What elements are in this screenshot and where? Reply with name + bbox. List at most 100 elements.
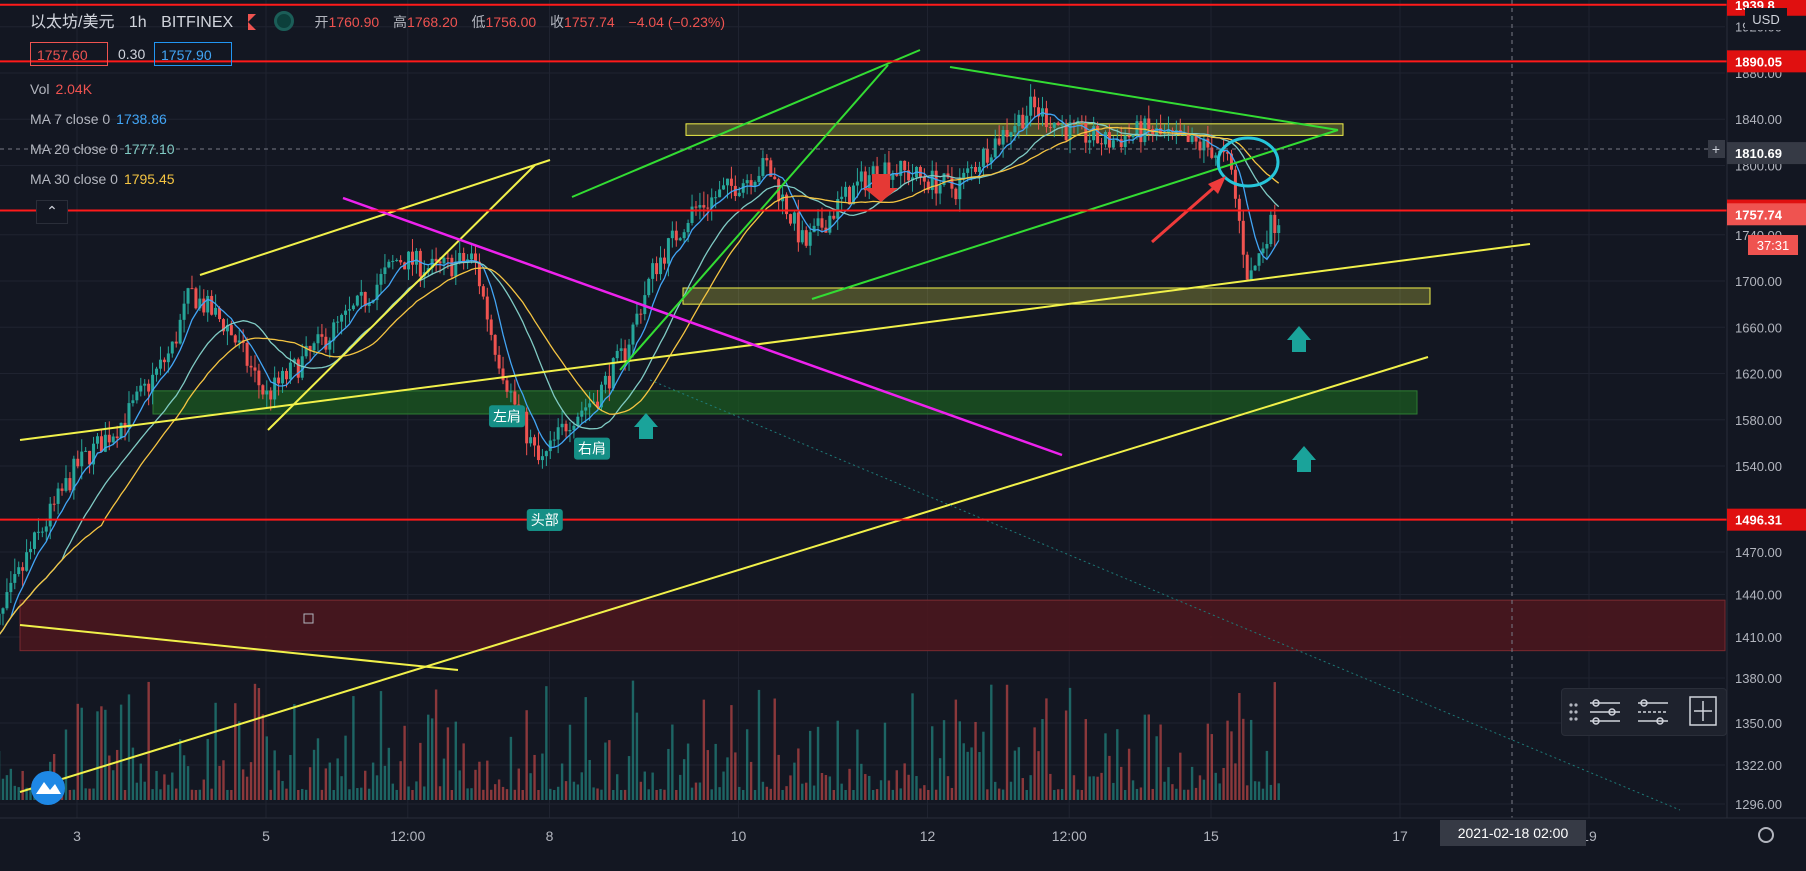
volume-bar	[848, 768, 851, 800]
volume-legend[interactable]: Vol 2.04K	[30, 81, 93, 97]
candle	[32, 532, 36, 549]
candle	[182, 303, 186, 320]
volume-bar	[824, 775, 828, 800]
candle	[536, 445, 540, 461]
ohlc-values: 开1760.90 高1768.20 低1756.00 收1757.74 −4.0…	[314, 14, 726, 30]
volume-bar	[505, 789, 509, 800]
volume-bar	[950, 787, 954, 800]
volume-bar	[856, 729, 859, 800]
price-label: 1890.05	[1735, 54, 1782, 69]
volume-bar	[509, 736, 513, 800]
candle	[5, 592, 9, 609]
candle	[237, 340, 241, 343]
candle	[859, 171, 863, 182]
volume-bar	[178, 739, 182, 800]
volume-bar	[1013, 750, 1017, 800]
volume-bar	[427, 714, 430, 800]
candle	[761, 158, 765, 176]
candle	[1253, 265, 1257, 271]
candle	[210, 295, 214, 315]
candle	[867, 175, 871, 191]
volume-bar	[879, 780, 883, 800]
candle	[1068, 122, 1072, 141]
volume-bar	[486, 760, 489, 800]
volume-bar	[163, 774, 166, 800]
volume-bar	[553, 789, 556, 800]
candle	[324, 336, 328, 350]
candle	[769, 160, 773, 177]
volume-bar	[828, 776, 832, 800]
volume-bar	[182, 755, 186, 800]
volume-bar	[690, 787, 694, 800]
candle	[1044, 108, 1048, 128]
volume-bar	[324, 768, 328, 800]
volume-bar	[68, 789, 72, 800]
price-label: 1496.31	[1735, 513, 1782, 528]
volume-bar	[147, 681, 150, 800]
volume-bar	[285, 788, 288, 800]
magenta-downtrend	[342, 196, 1063, 457]
candle	[1245, 254, 1249, 280]
candle	[1013, 126, 1017, 133]
ma7-legend[interactable]: MA 7 close 0 1738.86	[30, 111, 167, 127]
bid-button[interactable]: 1757.60	[30, 42, 108, 66]
candle	[1265, 244, 1269, 249]
candle	[84, 450, 88, 452]
volume-bar	[560, 763, 564, 800]
candle	[997, 138, 1001, 145]
time-tick-label: 5	[262, 828, 270, 844]
volume-bar	[234, 703, 237, 800]
ma30-legend[interactable]: MA 30 close 0 1795.45	[30, 171, 175, 187]
candle	[552, 439, 556, 441]
candle	[993, 138, 997, 158]
volume-bars	[0, 680, 1280, 800]
candle	[253, 367, 257, 371]
volume-bar	[761, 781, 765, 800]
volume-bar	[167, 784, 170, 800]
ask-button[interactable]: 1757.90	[154, 42, 232, 66]
candle	[844, 186, 848, 197]
price-tick-label: 1620.00	[1735, 367, 1782, 382]
volume-bar	[686, 743, 690, 800]
volume-bar	[304, 789, 308, 800]
price-tick-label: 1410.00	[1735, 630, 1782, 645]
candle	[580, 410, 584, 417]
volume-bar	[123, 789, 127, 800]
volume-bar	[931, 726, 934, 800]
candle	[596, 401, 600, 408]
volume-bar	[257, 688, 261, 800]
volume-bar	[808, 730, 812, 800]
volume-bar	[1155, 736, 1158, 800]
price-label-bg	[1727, 50, 1806, 73]
volume-bar	[596, 788, 599, 800]
candle	[95, 436, 99, 444]
candle	[477, 261, 481, 287]
volume-bar	[364, 770, 367, 800]
volume-bar	[521, 789, 524, 800]
symbol-title[interactable]: 以太坊/美元	[30, 14, 115, 31]
volume-bar	[934, 789, 938, 800]
pattern-label-bg	[526, 509, 563, 532]
candle	[178, 319, 182, 344]
volume-bar	[395, 789, 398, 800]
volume-bar	[816, 726, 820, 800]
candle	[962, 172, 966, 180]
volume-bar	[407, 786, 410, 800]
candle	[40, 531, 44, 533]
candle	[340, 314, 344, 322]
flag-icon[interactable]	[247, 14, 256, 30]
ma20-legend[interactable]: MA 20 close 0 1777.10	[30, 141, 175, 157]
volume-bar	[470, 788, 473, 800]
volume-bar	[1112, 782, 1115, 800]
collapse-legend-button[interactable]: ⌃	[36, 200, 68, 224]
candle	[320, 334, 324, 337]
candle	[257, 370, 261, 386]
candle	[954, 188, 958, 200]
candle	[202, 298, 206, 313]
volume-bar	[525, 710, 528, 800]
candle	[367, 302, 371, 307]
candle	[383, 267, 387, 275]
interval-label[interactable]: 1h	[128, 14, 147, 31]
candle	[674, 230, 678, 241]
